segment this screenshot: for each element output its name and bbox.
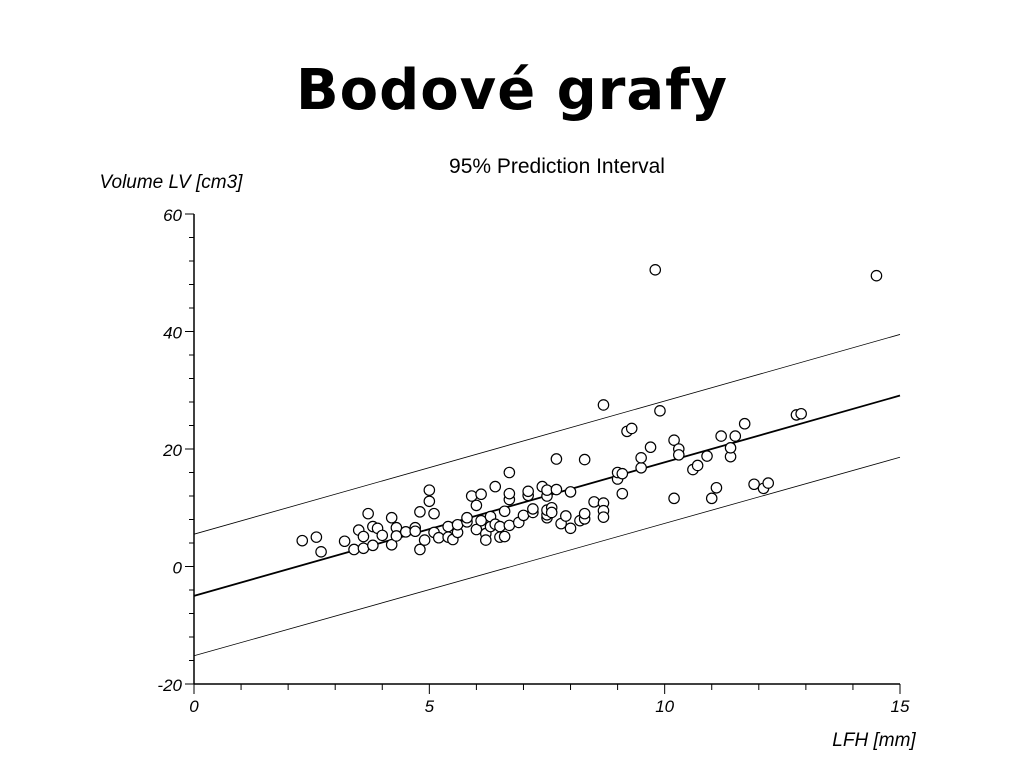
data-point	[470, 523, 483, 536]
data-point	[762, 477, 775, 489]
data-point	[635, 452, 647, 464]
data-point	[564, 522, 577, 535]
data-point	[668, 492, 680, 505]
data-point	[503, 487, 516, 500]
data-point	[489, 480, 502, 493]
data-points	[296, 264, 883, 558]
data-point	[578, 507, 591, 520]
data-point	[385, 538, 398, 551]
data-point	[348, 543, 360, 556]
data-point	[710, 481, 723, 494]
data-point	[545, 506, 558, 519]
data-point	[494, 520, 506, 533]
data-point	[616, 487, 629, 500]
x-tick-label: 15	[891, 697, 910, 716]
data-point	[423, 495, 436, 508]
y-axis-label: Volume LV [cm3]	[100, 172, 244, 193]
data-point	[597, 399, 610, 411]
data-point	[668, 434, 680, 446]
data-point	[498, 530, 511, 543]
data-point	[442, 520, 454, 533]
y-tick-label: -20	[157, 676, 182, 695]
data-point	[357, 530, 370, 543]
y-tick-label: 40	[163, 324, 182, 343]
data-point	[423, 484, 436, 496]
data-point	[310, 531, 323, 543]
axes: -20 0 20 40 60 0 5 10 15	[157, 206, 910, 716]
y-tick-label: 20	[162, 441, 182, 460]
x-tick-label: 0	[189, 697, 199, 716]
data-point	[503, 466, 516, 479]
data-point	[654, 405, 666, 417]
data-point	[428, 507, 440, 520]
data-point	[527, 503, 539, 515]
data-point	[541, 484, 553, 496]
data-point	[715, 430, 727, 442]
data-point	[550, 453, 563, 465]
data-point	[376, 529, 389, 542]
data-point	[588, 496, 600, 508]
x-tick-label: 5	[425, 697, 435, 716]
chart-title: 95% Prediction Interval	[449, 155, 665, 178]
x-tick-label: 10	[655, 697, 674, 716]
data-point	[724, 442, 737, 454]
data-point	[418, 534, 431, 546]
data-point	[385, 511, 398, 524]
data-point	[597, 511, 610, 523]
data-point	[649, 264, 662, 276]
data-point	[644, 441, 657, 454]
data-point	[564, 486, 577, 498]
data-point	[480, 534, 492, 546]
prediction-upper-line	[193, 334, 901, 535]
data-point	[362, 507, 374, 520]
data-point	[414, 506, 426, 518]
data-point	[296, 534, 309, 547]
data-point	[517, 509, 530, 522]
data-point	[451, 518, 464, 531]
data-point	[701, 450, 713, 462]
y-tick-label: 60	[163, 206, 182, 225]
data-point	[432, 531, 445, 544]
data-point	[672, 449, 685, 461]
data-point	[498, 505, 511, 518]
data-point	[705, 492, 718, 505]
data-point	[625, 422, 638, 435]
y-tick-label: 0	[173, 559, 183, 578]
data-point	[475, 514, 487, 527]
data-point	[470, 499, 483, 512]
data-point	[338, 535, 351, 548]
data-point	[414, 543, 426, 556]
data-point	[465, 490, 478, 502]
data-point	[738, 417, 751, 430]
data-point	[522, 485, 534, 498]
data-point	[635, 461, 647, 474]
data-point	[870, 269, 883, 282]
data-point	[475, 488, 487, 501]
slide-title: Bodové grafy	[295, 58, 729, 123]
data-point	[461, 511, 473, 524]
data-point	[357, 542, 370, 555]
x-axis-label: LFH [mm]	[832, 730, 916, 751]
data-point	[409, 525, 422, 538]
prediction-lower-line	[193, 456, 901, 657]
data-point	[729, 430, 742, 442]
data-point	[390, 530, 403, 542]
data-point	[503, 519, 516, 532]
data-point	[578, 453, 591, 466]
data-point	[795, 407, 807, 420]
data-point	[550, 483, 563, 496]
data-point	[691, 459, 704, 472]
data-point	[616, 467, 629, 480]
data-point	[367, 539, 379, 552]
data-point	[748, 478, 760, 491]
data-point	[560, 510, 572, 522]
data-point	[315, 546, 327, 558]
